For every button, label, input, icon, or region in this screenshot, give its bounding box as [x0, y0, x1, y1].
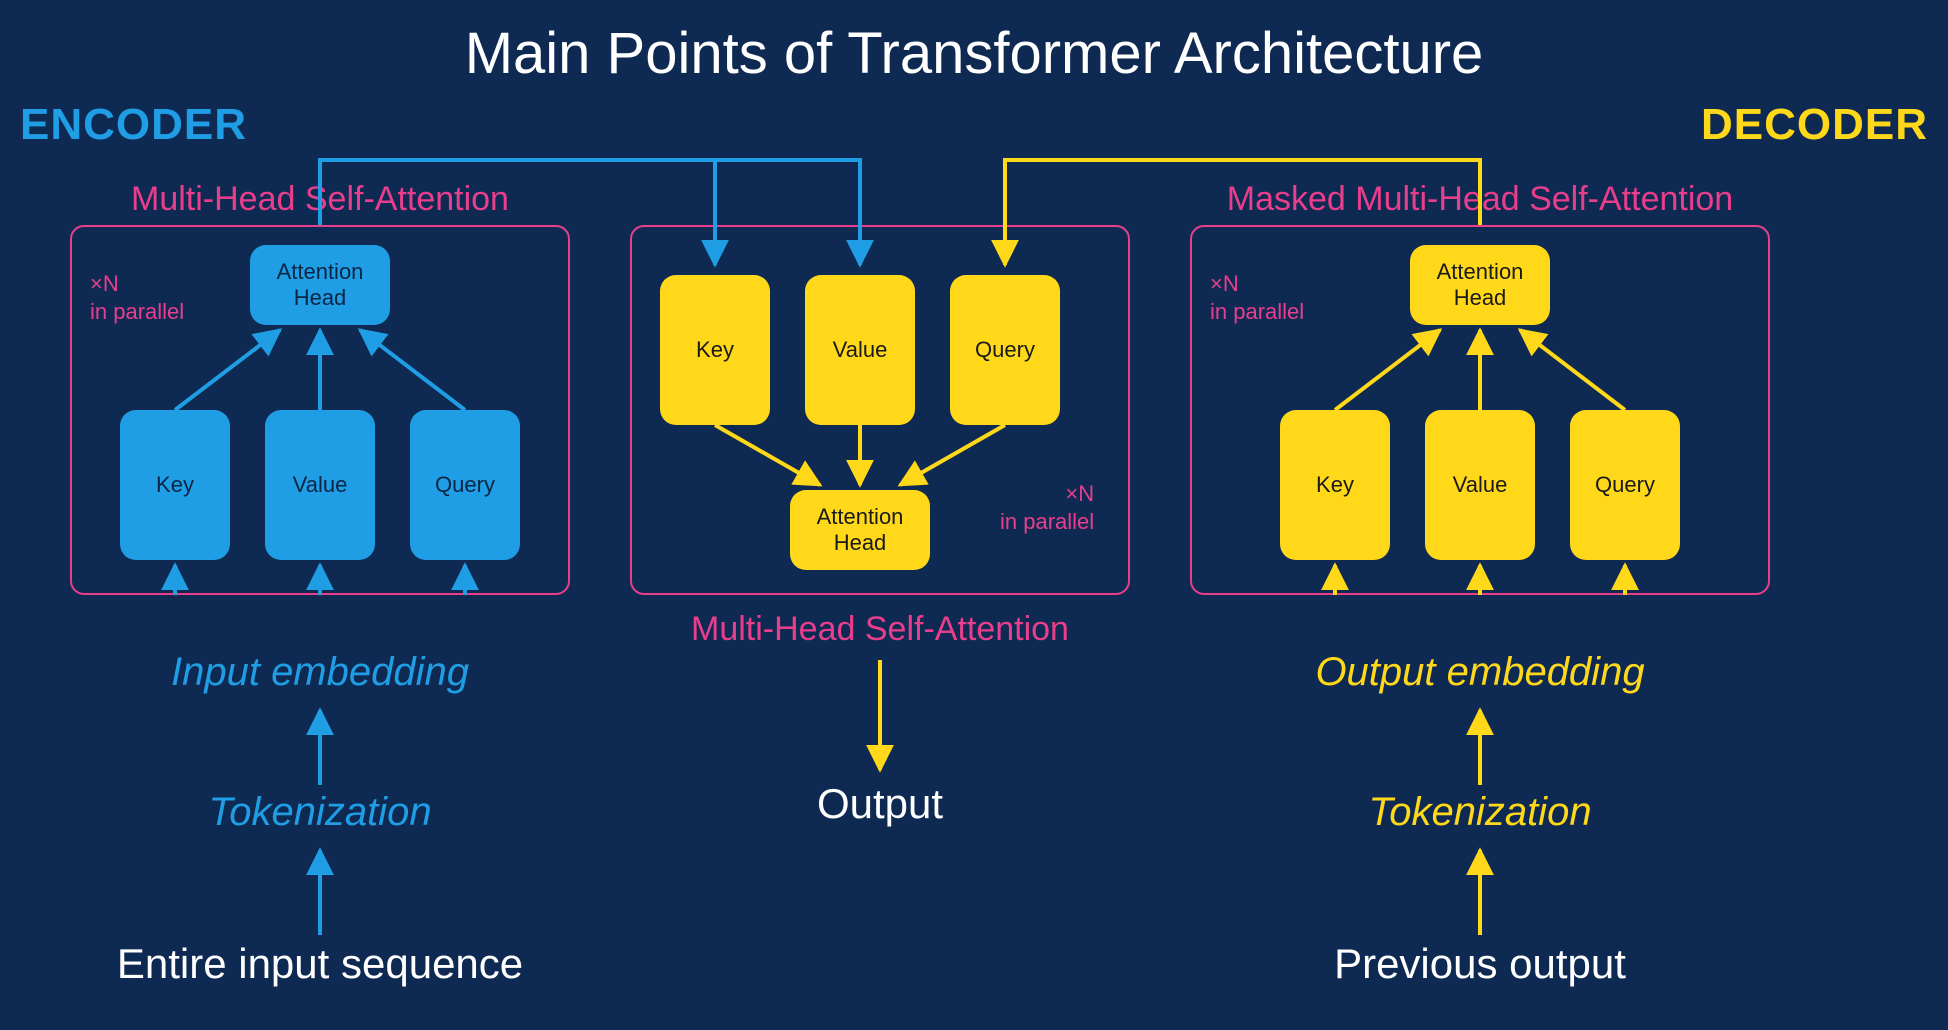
cross-block-title: Multi-Head Self-Attention: [630, 610, 1130, 649]
encoder-embedding-step: Input embedding: [90, 650, 550, 695]
cross-query-node: Query: [950, 275, 1060, 425]
decoder-block-title: Masked Multi-Head Self-Attention: [1190, 180, 1770, 219]
encoder-block-title: Multi-Head Self-Attention: [70, 180, 570, 219]
decoder-label: DECODER: [1701, 100, 1928, 150]
encoder-tokenization-step: Tokenization: [90, 790, 550, 835]
decoder-parallel-note: ×N in parallel: [1210, 270, 1304, 325]
encoder-parallel-note: ×N in parallel: [90, 270, 184, 325]
decoder-bottom-label: Previous output: [1230, 940, 1730, 988]
cross-output-label: Output: [630, 780, 1130, 828]
encoder-label: ENCODER: [20, 100, 247, 150]
diagram-stage: Main Points of Transformer Architecture …: [0, 0, 1948, 1030]
encoder-key-node: Key: [120, 410, 230, 560]
decoder-value-node: Value: [1425, 410, 1535, 560]
encoder-query-node: Query: [410, 410, 520, 560]
decoder-attention-head-node: Attention Head: [1410, 245, 1550, 325]
decoder-query-node: Query: [1570, 410, 1680, 560]
cross-attention-head-node: Attention Head: [790, 490, 930, 570]
cross-key-node: Key: [660, 275, 770, 425]
main-title: Main Points of Transformer Architecture: [0, 20, 1948, 87]
cross-value-node: Value: [805, 275, 915, 425]
encoder-value-node: Value: [265, 410, 375, 560]
cross-parallel-note: ×N in parallel: [1000, 480, 1094, 535]
decoder-tokenization-step: Tokenization: [1250, 790, 1710, 835]
encoder-attention-head-node: Attention Head: [250, 245, 390, 325]
decoder-key-node: Key: [1280, 410, 1390, 560]
encoder-bottom-label: Entire input sequence: [70, 940, 570, 988]
decoder-embedding-step: Output embedding: [1250, 650, 1710, 695]
